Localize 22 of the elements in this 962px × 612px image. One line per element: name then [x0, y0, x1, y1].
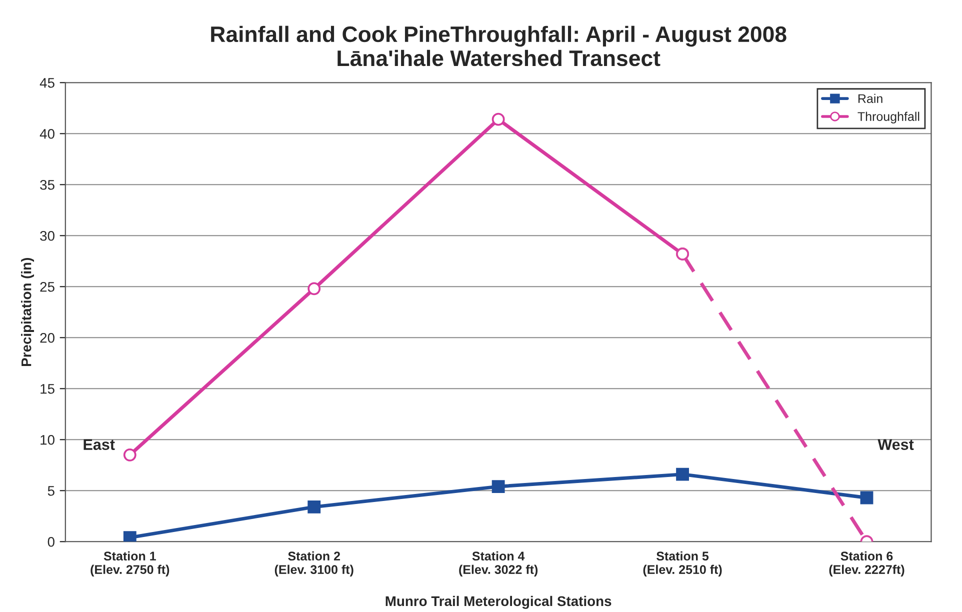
- legend-label: Throughfall: [858, 112, 920, 124]
- chart-title: Rainfall and Cook PineThroughfall: April - August 2008 Lāna'ihale Watershed Transect: [211, 26, 786, 66]
- x-tick-label: Station 2 (Elev. 3100 ft): [274, 551, 354, 576]
- y-tick-label: 25: [40, 282, 54, 292]
- y-tick-label: 30: [40, 230, 54, 241]
- y-tick-label: 35: [40, 180, 54, 190]
- x-tick-label: Station 4 (Elev. 3022 ft): [459, 551, 538, 576]
- y-tick-label: 15: [40, 384, 54, 394]
- y-axis-title: Precipitation (in): [21, 258, 34, 366]
- y-tick-label: 20: [40, 332, 54, 343]
- annotation: West: [878, 439, 914, 450]
- x-tick-label: Station 6 (Elev. 2227ft): [829, 551, 904, 576]
- x-tick-label: Station 1 (Elev. 2750 ft): [90, 551, 170, 576]
- legend-label: Rain: [858, 94, 882, 104]
- annotation: East: [84, 439, 115, 450]
- y-tick-label: 0: [48, 536, 54, 547]
- x-axis-title: Munro Trail Meterological Stations: [386, 596, 612, 609]
- y-tick-label: 10: [40, 434, 54, 445]
- y-tick-label: 40: [40, 128, 54, 139]
- y-tick-label: 5: [48, 486, 54, 496]
- x-tick-label: Station 5 (Elev. 2510 ft): [643, 551, 722, 576]
- y-tick-label: 45: [40, 78, 54, 88]
